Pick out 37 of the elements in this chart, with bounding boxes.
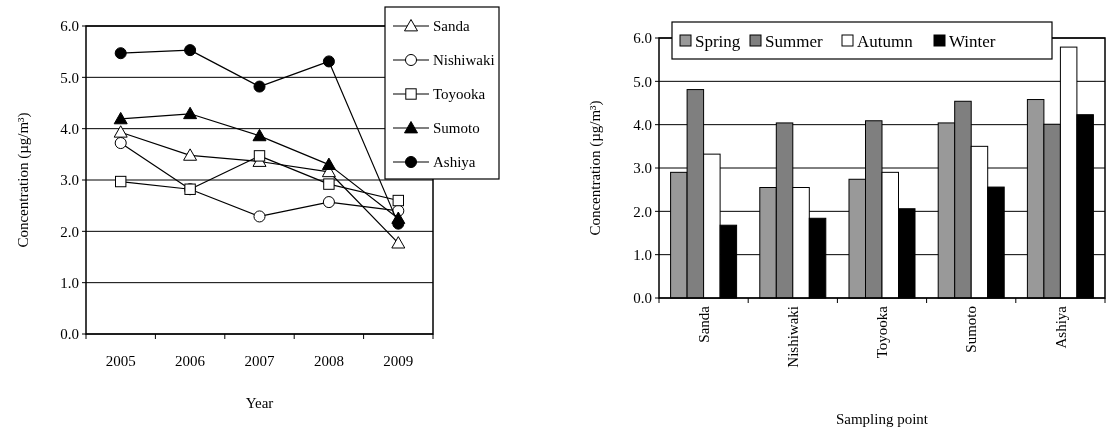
x-axis-title: Sampling point bbox=[835, 411, 929, 427]
x-tick-label: Toyooka bbox=[874, 305, 891, 359]
y-tick-label: 0.0 bbox=[60, 326, 79, 343]
y-tick-label: 1.0 bbox=[60, 274, 79, 291]
y-tick-label: 4.0 bbox=[60, 120, 79, 137]
y-tick-label: 4.0 bbox=[633, 116, 652, 133]
legend-label: Toyooka bbox=[433, 86, 486, 103]
x-tick-label: 2008 bbox=[313, 353, 344, 369]
x-tick-label: Sanda bbox=[695, 305, 712, 343]
y-tick-label: 5.0 bbox=[633, 73, 652, 90]
y-tick-label: 5.0 bbox=[60, 69, 79, 86]
x-axis-title: Year bbox=[245, 395, 274, 411]
y-tick-label: 6.0 bbox=[60, 18, 79, 35]
legend-label: Sanda bbox=[433, 18, 470, 35]
legend-label: Spring bbox=[695, 31, 741, 51]
legend-label: Sumoto bbox=[433, 120, 480, 137]
y-tick-label: 6.0 bbox=[633, 30, 652, 47]
x-tick-label: 2007 bbox=[244, 353, 275, 369]
legend-label: Summer bbox=[765, 31, 823, 51]
y-axis-title: Concentration (µg/m³) bbox=[15, 112, 32, 248]
y-tick-label: 3.0 bbox=[633, 160, 652, 177]
x-tick-label: Sumoto bbox=[963, 306, 980, 353]
legend-label: Winter bbox=[949, 31, 996, 51]
legend-label: Autumn bbox=[857, 31, 914, 51]
y-tick-label: 2.0 bbox=[633, 203, 652, 220]
x-tick-label: 2005 bbox=[105, 353, 136, 369]
legend-label: Nishiwaki bbox=[433, 52, 495, 69]
x-tick-label: 2009 bbox=[383, 353, 414, 369]
y-tick-label: 2.0 bbox=[60, 223, 79, 240]
y-tick-label: 3.0 bbox=[60, 172, 79, 189]
legend-label: Ashiya bbox=[433, 154, 476, 171]
x-tick-label: 2006 bbox=[175, 353, 206, 369]
y-tick-label: 1.0 bbox=[633, 246, 652, 263]
x-tick-label: Ashiya bbox=[1052, 305, 1069, 349]
x-tick-label: Nishiwaki bbox=[785, 306, 802, 368]
y-tick-label: 0.0 bbox=[633, 290, 652, 307]
y-axis-title: Concentration (µg/m³) bbox=[587, 100, 604, 236]
